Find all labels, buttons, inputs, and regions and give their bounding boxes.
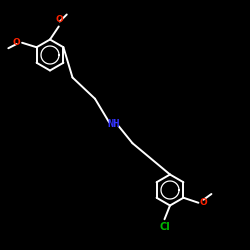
Text: O: O (12, 38, 20, 47)
Text: Cl: Cl (159, 222, 170, 232)
Text: O: O (56, 16, 64, 24)
Text: O: O (200, 198, 208, 207)
Text: NH: NH (108, 119, 120, 129)
